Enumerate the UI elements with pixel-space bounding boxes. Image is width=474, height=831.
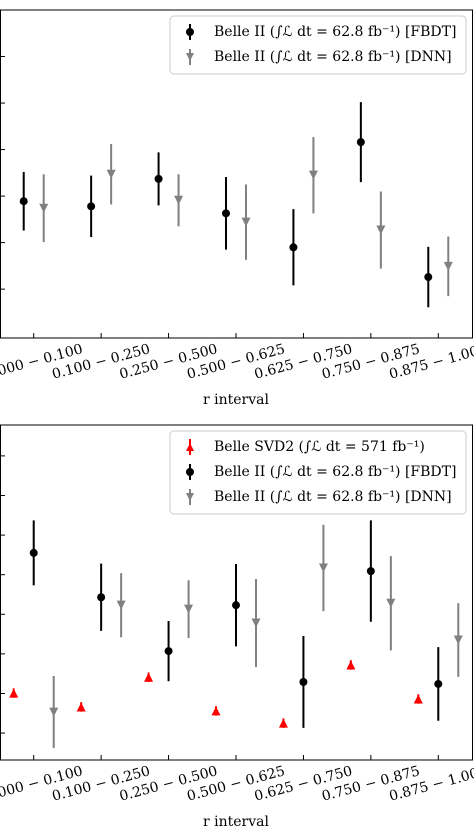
marker	[211, 706, 221, 716]
marker	[184, 604, 194, 614]
marker	[232, 601, 240, 610]
marker	[19, 197, 28, 206]
marker	[376, 225, 386, 235]
marker	[413, 694, 423, 704]
marker	[9, 688, 19, 698]
marker	[453, 635, 463, 645]
marker	[186, 443, 194, 451]
marker	[278, 718, 288, 728]
marker	[106, 169, 116, 179]
marker	[154, 174, 163, 183]
x-axis-label: r interval	[203, 814, 269, 830]
x-axis-label: r interval	[203, 392, 269, 408]
marker	[299, 677, 308, 686]
marker	[318, 563, 328, 573]
marker	[308, 170, 318, 180]
legend-label: Belle SVD2 (∫ℒ dt = 571 fb⁻¹)	[214, 439, 425, 455]
marker	[39, 203, 49, 213]
legend-box	[169, 430, 467, 515]
legend: Belle II (∫ℒ dt = 62.8 fb⁻¹) [FBDT] Belle…	[169, 15, 467, 75]
marker	[174, 195, 184, 205]
marker	[251, 618, 261, 628]
marker	[76, 702, 86, 712]
marker	[29, 548, 38, 557]
marker	[386, 598, 396, 608]
marker	[424, 273, 433, 282]
marker	[116, 600, 126, 610]
marker	[186, 468, 194, 476]
marker	[164, 647, 173, 656]
marker	[241, 217, 251, 227]
marker	[49, 707, 59, 717]
marker	[186, 28, 194, 36]
marker	[443, 261, 453, 271]
marker	[186, 493, 194, 501]
marker	[434, 679, 443, 688]
marker	[97, 593, 106, 602]
marker	[144, 672, 154, 682]
legend-box	[169, 15, 467, 75]
marker	[289, 243, 298, 252]
legend-label: Belle II (∫ℒ dt = 62.8 fb⁻¹) [DNN]	[214, 489, 452, 505]
legend-label: Belle II (∫ℒ dt = 62.8 fb⁻¹) [FBDT]	[214, 24, 456, 40]
marker	[186, 53, 194, 61]
marker	[366, 567, 375, 576]
marker	[222, 209, 230, 218]
legend-label: Belle II (∫ℒ dt = 62.8 fb⁻¹) [DNN]	[214, 49, 452, 65]
marker	[356, 138, 365, 147]
legend: Belle SVD2 (∫ℒ dt = 571 fb⁻¹) Belle II (∫…	[169, 430, 467, 515]
legend-label: Belle II (∫ℒ dt = 62.8 fb⁻¹) [FBDT]	[214, 464, 456, 480]
marker	[87, 202, 96, 211]
marker	[346, 660, 356, 670]
